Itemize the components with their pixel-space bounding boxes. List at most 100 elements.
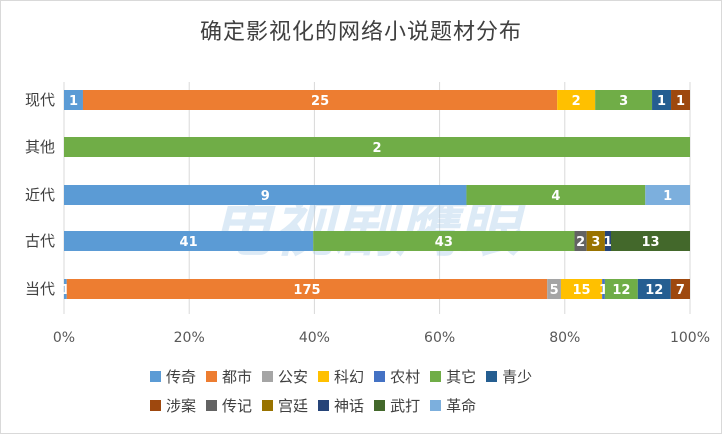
- legend-label: 农村: [390, 368, 421, 386]
- legend-swatch: [430, 400, 442, 411]
- legend-swatch: [374, 371, 386, 382]
- legend-swatch: [262, 371, 274, 382]
- data-label: 1: [657, 94, 666, 109]
- data-label: 1: [676, 94, 685, 109]
- category-label: 当代: [25, 280, 55, 298]
- x-tick-label: 100%: [670, 330, 710, 346]
- bar-segment: [610, 231, 690, 251]
- data-label: 4: [551, 189, 560, 204]
- legend-item: 宫廷: [262, 395, 308, 416]
- chart-title: 确定影视化的网络小说题材分布: [199, 20, 522, 45]
- legend-swatch: [206, 400, 218, 411]
- bar-segment: [574, 231, 587, 251]
- legend-item: 涉案: [150, 395, 196, 416]
- bar-segment: [64, 90, 83, 110]
- bar-segment: [557, 90, 596, 110]
- x-tick-label: 20%: [174, 330, 205, 346]
- bar-segment: [671, 90, 690, 110]
- legend-label: 神话: [334, 397, 365, 415]
- legend-item: 传奇: [150, 366, 196, 387]
- data-label: 1: [599, 283, 608, 298]
- legend-swatch: [150, 400, 161, 411]
- legend-swatch: [318, 371, 330, 382]
- bar-segment: [645, 185, 690, 205]
- legend-label: 传奇: [166, 368, 197, 386]
- legend-swatch: [374, 400, 386, 411]
- data-label: 25: [311, 94, 329, 109]
- category-label: 现代: [25, 91, 55, 109]
- legend-label: 涉案: [166, 397, 197, 415]
- legend-label: 公安: [278, 368, 309, 386]
- bar-segment: [82, 90, 558, 110]
- bar-segment: [547, 279, 561, 299]
- x-tick-label: 60%: [424, 330, 455, 346]
- bar-segment: [602, 279, 605, 299]
- legend-item: 武打: [374, 395, 420, 416]
- data-label: 2: [372, 141, 381, 156]
- legend-label: 革命: [446, 397, 477, 415]
- bar-segment: [560, 279, 603, 299]
- data-label: 12: [645, 283, 663, 298]
- legend-item: 公安: [262, 366, 308, 387]
- legend-swatch: [206, 371, 218, 382]
- legend-row: 涉案 传记 宫廷 神话 武打 革命: [150, 395, 610, 416]
- legend-row: 传奇 都市 公安 科幻 农村 其它 青少: [150, 366, 610, 387]
- data-label: 3: [591, 235, 600, 250]
- data-label: 2: [572, 94, 581, 109]
- bar-segment: [466, 185, 646, 205]
- legend-label: 武打: [390, 397, 421, 415]
- x-tick-label: 0%: [53, 330, 75, 346]
- bar-segment: [64, 185, 467, 205]
- data-label: 12: [612, 283, 630, 298]
- category-label: 近代: [25, 186, 55, 204]
- legend-item: 其它: [430, 366, 476, 387]
- category-label: 古代: [25, 232, 55, 250]
- bar-segment: [66, 279, 548, 299]
- data-label: 3: [619, 94, 628, 109]
- legend-item: 革命: [430, 395, 476, 416]
- legend-swatch: [318, 400, 330, 411]
- bar-segment: [64, 231, 314, 251]
- category-label: 其他: [25, 138, 55, 156]
- bar-segment: [313, 231, 575, 251]
- legend-label: 都市: [222, 368, 253, 386]
- legend-label: 传记: [222, 397, 253, 415]
- data-label: 9: [261, 189, 270, 204]
- bar-segment: [652, 90, 672, 110]
- data-label: 175: [293, 283, 320, 298]
- legend-label: 其它: [446, 368, 477, 386]
- data-label: 5: [550, 283, 559, 298]
- data-label: 1: [69, 94, 78, 109]
- bar-segment: [595, 90, 653, 110]
- bar-segment: [586, 231, 605, 251]
- bar-segment: [64, 137, 690, 157]
- data-label: 1: [61, 283, 70, 298]
- bar-segment: [670, 279, 690, 299]
- data-label: 43: [435, 235, 453, 250]
- data-label: 7: [676, 283, 685, 298]
- legend-swatch: [262, 400, 274, 411]
- legend-swatch: [150, 371, 161, 382]
- legend-swatch: [430, 371, 442, 382]
- x-tick-label: 40%: [299, 330, 330, 346]
- legend-swatch: [486, 371, 498, 382]
- chart-legend: 传奇 都市 公安 科幻 农村 其它 青少 涉案 传记 宫廷 神话 武打 革命: [150, 366, 610, 424]
- legend-item: 青少: [486, 366, 532, 387]
- legend-item: 神话: [318, 395, 364, 416]
- bar-segment: [637, 279, 671, 299]
- data-label: 13: [641, 235, 659, 250]
- data-label: 1: [603, 235, 612, 250]
- data-label: 15: [573, 283, 591, 298]
- data-label: 2: [576, 235, 585, 250]
- legend-label: 宫廷: [278, 397, 309, 415]
- bar-segment: [604, 231, 611, 251]
- bar-segment: [64, 279, 67, 299]
- data-label: 1: [663, 189, 672, 204]
- legend-item: 传记: [206, 395, 252, 416]
- legend-item: 科幻: [318, 366, 364, 387]
- x-tick-label: 80%: [549, 330, 580, 346]
- legend-label: 科幻: [334, 368, 365, 386]
- data-label: 41: [180, 235, 198, 250]
